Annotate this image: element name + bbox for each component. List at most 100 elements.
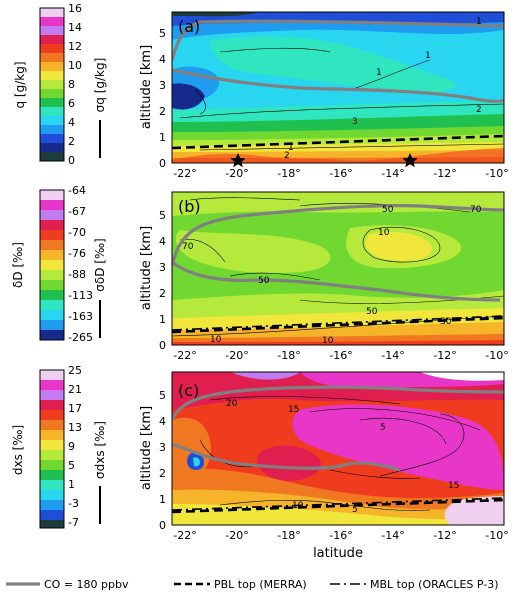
colorbar-b-ticks: -64 -67 -70 -76 -88 -113 -163 -265 <box>68 184 93 344</box>
svg-text:0: 0 <box>159 157 166 170</box>
panel-b-mbl-line <box>171 315 505 331</box>
contour-label: 50 <box>382 205 394 215</box>
svg-text:1: 1 <box>68 478 75 491</box>
colorbar-c-label: dxs [‰] <box>11 425 25 475</box>
panel-a: (a) 1 1 1 1 2 2 3 altitude [km] 0 1 2 3 … <box>139 11 509 180</box>
contour-label: 2 <box>476 105 482 115</box>
contour-label: 2 <box>284 151 290 161</box>
svg-text:5: 5 <box>159 209 166 222</box>
svg-text:2: 2 <box>159 467 166 480</box>
svg-text:-265: -265 <box>68 331 93 344</box>
svg-text:1: 1 <box>159 313 166 326</box>
contour-label: 20 <box>226 399 238 409</box>
svg-text:0: 0 <box>68 154 75 167</box>
svg-text:4: 4 <box>68 116 75 129</box>
svg-text:-20°: -20° <box>225 529 248 542</box>
svg-text:2: 2 <box>159 287 166 300</box>
svg-text:-18°: -18° <box>277 349 300 362</box>
svg-text:-22°: -22° <box>173 167 196 180</box>
colorbar-a-ticks: 16 14 12 10 8 6 4 2 0 <box>68 2 82 167</box>
svg-text:2: 2 <box>68 135 75 148</box>
contour-label: 70 <box>182 242 194 252</box>
svg-text:-14°: -14° <box>381 167 404 180</box>
svg-text:-20°: -20° <box>225 349 248 362</box>
contour-label: 10 <box>378 228 390 238</box>
svg-text:-70: -70 <box>68 226 86 239</box>
contour-label: 70 <box>470 205 482 215</box>
colorbar-b-label: δD [‰] <box>11 242 25 288</box>
svg-text:-163: -163 <box>68 310 93 323</box>
panel-a-yticks: 0 1 2 3 4 5 <box>159 27 166 170</box>
svg-text:8: 8 <box>68 78 75 91</box>
panel-c-mbl-line <box>171 497 505 511</box>
contour-label: 5 <box>352 505 358 515</box>
panel-c: (c) 20 15 5 15 10 5 altitude [km] 0 1 2 … <box>139 371 509 561</box>
svg-text:-16°: -16° <box>329 167 352 180</box>
star-marker <box>402 153 418 168</box>
svg-text:-14°: -14° <box>381 529 404 542</box>
svg-text:-12°: -12° <box>433 167 456 180</box>
contour-label: 10 <box>322 336 334 346</box>
colorbar-a-label: q [g/kg] <box>13 61 27 108</box>
svg-text:4: 4 <box>159 415 166 428</box>
svg-text:-76: -76 <box>68 247 86 260</box>
sigma-c-label: σdxs [‰] <box>93 421 107 479</box>
svg-text:-16°: -16° <box>329 529 352 542</box>
svg-text:21: 21 <box>68 383 82 396</box>
svg-text:-64: -64 <box>68 184 86 197</box>
svg-text:-88: -88 <box>68 268 86 281</box>
svg-text:-113: -113 <box>68 289 93 302</box>
svg-text:-20°: -20° <box>225 167 248 180</box>
svg-text:10: 10 <box>68 59 82 72</box>
svg-text:5: 5 <box>68 459 75 472</box>
svg-text:-10°: -10° <box>485 529 508 542</box>
colorbar-b: -64 -67 -70 -76 -88 -113 -163 -265 δD [‰… <box>11 184 107 344</box>
panel-c-yticks: 0 1 2 3 4 5 <box>159 389 166 532</box>
svg-text:-10°: -10° <box>485 349 508 362</box>
contour-label: 1 <box>476 17 482 27</box>
star-marker <box>230 153 246 168</box>
svg-text:-14°: -14° <box>381 349 404 362</box>
svg-text:5: 5 <box>159 389 166 402</box>
contour-label: 15 <box>448 481 459 491</box>
panel-b-yticks: 0 1 2 3 4 5 <box>159 209 166 352</box>
svg-text:3: 3 <box>159 79 166 92</box>
panel-a-contourf <box>172 12 504 163</box>
svg-text:9: 9 <box>68 440 75 453</box>
svg-text:1: 1 <box>159 493 166 506</box>
svg-text:1: 1 <box>159 131 166 144</box>
contour-label: 1 <box>425 51 431 61</box>
svg-text:-67: -67 <box>68 205 86 218</box>
contour-label: 3 <box>352 117 358 127</box>
panel-label: (b) <box>178 197 201 216</box>
panel-b: (b) 70 50 10 50 70 30 10 10 50 altitude … <box>139 191 509 362</box>
svg-text:13: 13 <box>68 421 82 434</box>
panel-label: (c) <box>178 381 199 400</box>
panel-b-xticks: -22° -20° -18° -16° -14° -12° -10° <box>173 349 508 362</box>
svg-text:2: 2 <box>159 105 166 118</box>
svg-text:3: 3 <box>159 261 166 274</box>
y-axis-label: altitude [km] <box>139 406 154 490</box>
svg-text:6: 6 <box>68 97 75 110</box>
contour-label: 50 <box>366 307 378 317</box>
contour-label: 50 <box>258 276 270 286</box>
svg-text:14: 14 <box>68 21 82 34</box>
svg-text:-22°: -22° <box>173 529 196 542</box>
svg-text:-7: -7 <box>68 516 79 529</box>
svg-text:5: 5 <box>159 27 166 40</box>
x-axis-label: latitude <box>313 546 363 561</box>
svg-text:4: 4 <box>159 235 166 248</box>
contour-label: 10 <box>292 501 304 511</box>
svg-text:0: 0 <box>159 519 166 532</box>
legend-pbl-label: PBL top (MERRA) <box>214 578 307 591</box>
contour-label: 1 <box>288 143 294 153</box>
svg-text:17: 17 <box>68 402 82 415</box>
y-axis-label: altitude [km] <box>139 226 154 310</box>
colorbar-c-ticks: 25 21 17 13 9 5 1 -3 -7 <box>68 364 82 529</box>
colorbar-c: 25 21 17 13 9 5 1 -3 -7 dxs [‰] σdxs [‰] <box>11 364 107 529</box>
y-axis-label: altitude [km] <box>139 45 154 129</box>
svg-text:25: 25 <box>68 364 82 377</box>
legend-mbl-label: MBL top (ORACLES P-3) <box>370 578 499 591</box>
svg-text:-18°: -18° <box>277 167 300 180</box>
